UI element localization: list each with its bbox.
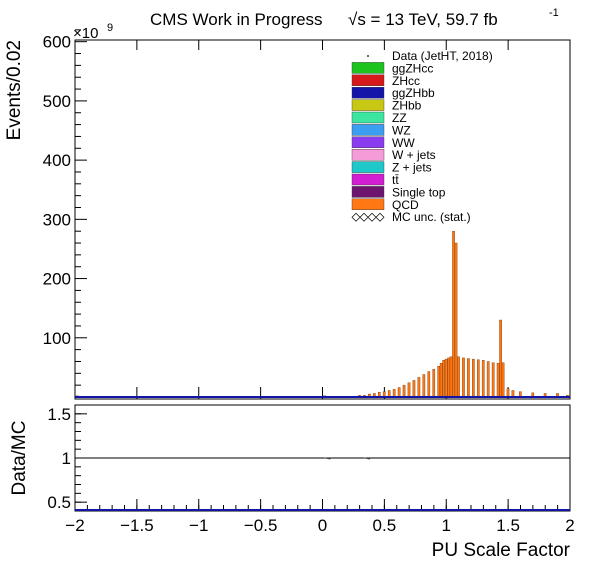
ratio-x-tick-label: 2 [565,516,574,535]
main-y-tick-label: 300 [43,210,71,229]
legend-label: ZZ [392,111,407,125]
legend-swatch [351,124,385,136]
energy-lumi-label: √s = 13 TeV, 59.7 fb [348,10,498,29]
main-y-ticks: 100 200 300 400 500 600 [43,29,87,386]
legend-swatch [351,173,385,186]
qcd-bar [444,358,448,398]
qcd-bar [402,384,406,398]
ratio-x-tick-label: 0 [318,516,327,535]
y-axis-title-main: Events/0.02 [4,40,25,140]
qcd-bar [439,363,443,398]
qcd-bar [397,387,401,398]
qcd-histogram-bars [76,230,569,398]
legend-label: WW [392,136,415,150]
qcd-bar [472,358,475,398]
legend-label: Data (JetHT, 2018) [392,49,493,63]
ratio-x-tick-label: −1 [189,516,208,535]
legend-swatch [367,55,369,57]
legend-swatch [351,62,385,74]
qcd-bar [437,366,441,398]
ratio-y-tick-label: 0.5 [47,493,71,512]
ratio-content [75,457,570,460]
qcd-bar [392,389,396,398]
legend-label: ggZHcc [392,61,433,75]
main-y-tick-label: 200 [43,270,71,289]
qcd-bar [499,319,502,398]
qcd-bar [501,362,505,398]
qcd-bar [481,360,485,398]
lumi-exponent: -1 [549,7,559,19]
ratio-x-tick-label: −1.5 [120,516,154,535]
legend-label: WZ [392,123,411,137]
legend-swatch [351,99,385,111]
qcd-bar [491,362,495,398]
main-y-tick-label: 500 [43,92,71,111]
qcd-bar [457,356,460,398]
ratio-y-tick-label: 1.5 [47,405,71,424]
qcd-bar [462,357,465,398]
ratio-x-tick-label: −0.5 [244,516,278,535]
legend-swatch [351,136,385,149]
y-axis-title-ratio: Data/MC [9,421,30,496]
ratio-x-tick-label: −2 [65,516,84,535]
legend-swatch [351,161,385,173]
legend-swatch [351,74,385,87]
legend-label: W + jets [392,148,436,162]
ratio-x-tick-label: 1.5 [496,516,520,535]
x-axis-title: PU Scale Factor [432,540,571,561]
qcd-bar [506,388,510,398]
legend-swatch [351,212,385,222]
ratio-x-ticks: −2 −1.5 −1 −0.5 0 0.5 1 1.5 2 [65,499,575,535]
ratio-x-tick-label: 0.5 [373,516,397,535]
qcd-bar [412,380,416,398]
ratio-point [324,457,331,460]
qcd-bar [447,357,450,398]
legend-swatch [351,86,385,99]
qcd-bar [486,361,490,398]
legend-label: tt̄ [392,173,399,187]
main-y-tick-label: 600 [43,33,71,52]
legend-label: MC unc. (stat.) [392,210,471,224]
ratio-point [363,457,371,460]
qcd-bar [449,356,453,398]
qcd-bar [422,374,426,398]
qcd-bar [496,363,500,398]
qcd-bar [476,359,480,398]
legend-swatch [351,111,385,124]
ratio-x-tick-label: 1 [442,516,451,535]
qcd-bar [452,230,455,398]
y-multiplier-exponent: 9 [107,22,113,34]
legend-label: QCD [392,198,419,212]
legend-swatch [351,148,385,161]
qcd-bar [417,377,421,398]
ratio-y-tick-label: 1 [62,449,71,468]
legend: Data (JetHT, 2018)ggZHccZHccggZHbbZHbbZZ… [351,49,493,224]
legend-label: ggZHbb [392,86,435,100]
legend-label: Single top [392,185,446,199]
legend-swatch [351,186,385,198]
legend-swatch [351,198,385,211]
qcd-bar [427,371,431,398]
y-multiplier: ×10 [73,25,98,42]
qcd-bar [467,358,470,398]
main-x-ticks [74,40,571,399]
legend-label: ZHcc [392,74,420,88]
main-y-tick-label: 100 [43,329,71,348]
main-y-tick-label: 400 [43,151,71,170]
qcd-bar [407,382,411,398]
qcd-bar [454,242,458,398]
plot-title: CMS Work in Progress [150,10,323,29]
ratio-y-ticks: 0.5 1 1.5 [47,405,87,512]
qcd-bar [442,360,445,398]
legend-label: ZHbb [392,99,422,113]
main-panel-frame [74,39,571,400]
qcd-bar [432,368,436,398]
legend-label: Z + jets [392,161,432,175]
